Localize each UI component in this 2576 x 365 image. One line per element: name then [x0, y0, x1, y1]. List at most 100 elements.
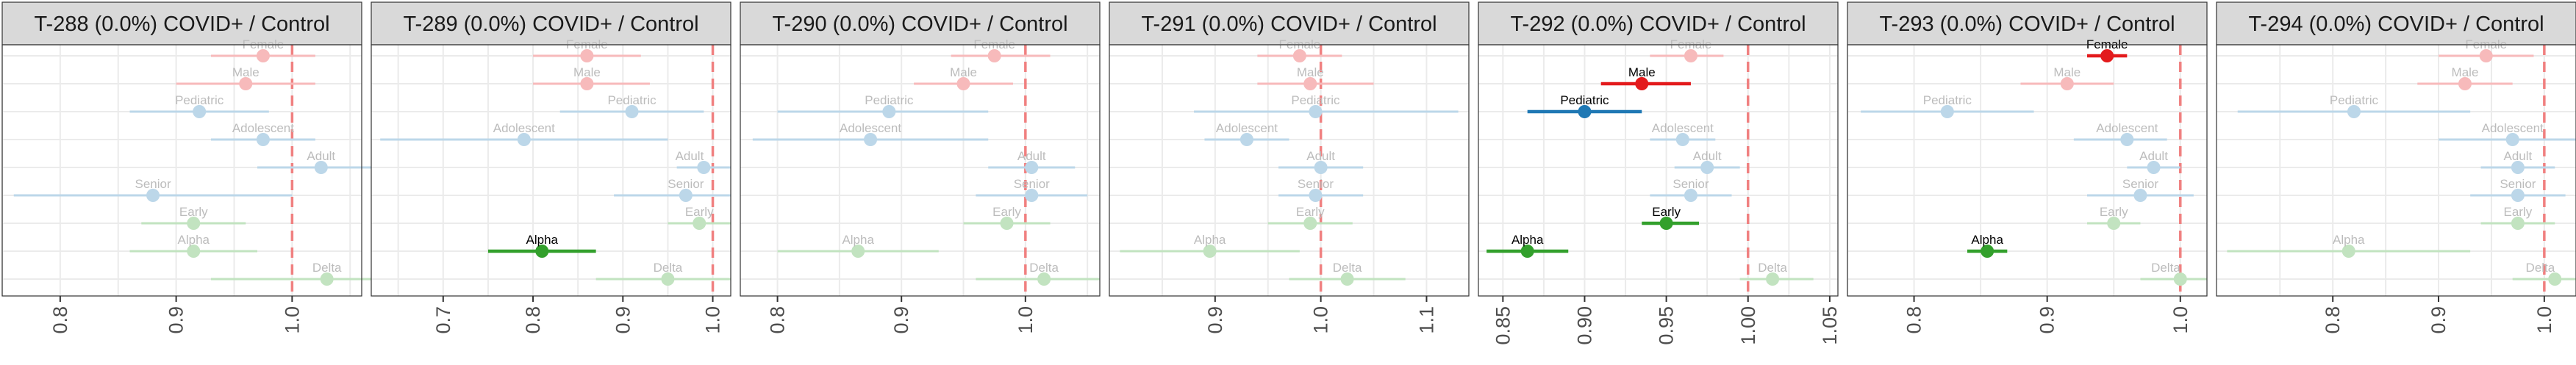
point-label: Adult: [2139, 149, 2168, 163]
point-label: Delta: [654, 261, 683, 275]
point-estimate: [2147, 161, 2161, 174]
point-estimate: [314, 161, 328, 174]
point-label: Delta: [2526, 261, 2555, 275]
point-label: Male: [232, 65, 260, 79]
point-estimate: [1203, 245, 1217, 258]
point-estimate: [1981, 245, 1994, 258]
point-label: Adolescent: [1216, 121, 1278, 135]
x-tick-label: 0.8: [2322, 306, 2344, 334]
point-estimate: [1000, 217, 1014, 230]
panel-title: T-291 (0.0%) COVID+ / Control: [1141, 12, 1437, 36]
point-estimate: [1520, 245, 1534, 258]
point-estimate: [1940, 105, 1954, 118]
point-estimate: [987, 49, 1001, 62]
panel-strip: [371, 1, 731, 46]
point-estimate: [2120, 133, 2134, 146]
point-estimate: [1309, 105, 1323, 118]
point-label: Early: [2504, 205, 2533, 219]
panel-border: [1478, 44, 1839, 297]
point-label: Adult: [1693, 149, 1722, 163]
point-estimate: [1635, 77, 1649, 90]
x-tick-label: 0.8: [49, 306, 71, 334]
point-estimate: [1309, 189, 1323, 202]
point-estimate: [580, 77, 594, 90]
panel-border: [2216, 44, 2576, 297]
panel: T-291 (0.0%) COVID+ / ControlFemaleMaleP…: [1109, 1, 1470, 334]
point-estimate: [1303, 77, 1317, 90]
point-estimate: [2479, 49, 2493, 62]
panel-title: T-290 (0.0%) COVID+ / Control: [772, 12, 1067, 36]
plot-background: [1109, 45, 1469, 296]
point-estimate: [2505, 133, 2519, 146]
x-tick-label: 1.0: [2533, 306, 2555, 334]
point-estimate: [580, 49, 594, 62]
point-label: Adult: [1017, 149, 1046, 163]
point-label: Alpha: [842, 233, 874, 247]
point-label: Adult: [307, 149, 335, 163]
point-estimate: [2341, 245, 2355, 258]
panel: T-288 (0.0%) COVID+ / ControlFemaleMaleP…: [1, 1, 420, 334]
panel-strip: [1478, 1, 1839, 46]
point-estimate: [2347, 105, 2361, 118]
plot-background: [740, 45, 1100, 296]
point-estimate: [1659, 217, 1673, 230]
point-label: Male: [950, 65, 977, 79]
x-tick-label: 0.95: [1656, 306, 1678, 345]
plot-background: [2, 45, 362, 296]
panel-strip: [2216, 1, 2576, 46]
point-label: Adolescent: [2482, 121, 2544, 135]
x-tick-label: 0.9: [890, 306, 912, 334]
point-estimate: [187, 217, 201, 230]
point-estimate: [256, 133, 270, 146]
point-estimate: [1292, 49, 1306, 62]
x-tick-label: 1.1: [1415, 306, 1437, 334]
x-tick-label: 1.0: [2169, 306, 2192, 334]
point-estimate: [2458, 77, 2472, 90]
point-estimate: [1025, 189, 1039, 202]
point-label: Pediatric: [2330, 93, 2379, 107]
point-label: Pediatric: [607, 93, 656, 107]
panel-title: T-294 (0.0%) COVID+ / Control: [2248, 12, 2544, 36]
point-label: Alpha: [1511, 233, 1544, 247]
panel: T-289 (0.0%) COVID+ / ControlFemaleMaleP…: [371, 1, 731, 334]
point-estimate: [2107, 217, 2121, 230]
plot-background: [371, 45, 731, 296]
point-label: Adolescent: [493, 121, 555, 135]
point-label: Adult: [2504, 149, 2533, 163]
point-label: Adult: [676, 149, 704, 163]
point-label: Pediatric: [1923, 93, 1972, 107]
point-label: Delta: [2151, 261, 2180, 275]
point-estimate: [193, 105, 207, 118]
x-tick-label: 1.0: [1015, 306, 1037, 334]
point-estimate: [1766, 272, 1780, 286]
point-label: Delta: [1333, 261, 1362, 275]
panel-title: T-288 (0.0%) COVID+ / Control: [34, 12, 329, 36]
x-tick-label: 0.8: [767, 306, 789, 334]
x-tick-label: 0.9: [2427, 306, 2450, 334]
point-estimate: [1037, 272, 1051, 286]
point-estimate: [535, 245, 549, 258]
point-label: Early: [1652, 205, 1681, 219]
point-estimate: [864, 133, 878, 146]
x-tick-label: 0.9: [612, 306, 634, 334]
x-tick-label: 0.8: [1903, 306, 1925, 334]
point-label: Early: [992, 205, 1021, 219]
x-tick-label: 0.9: [165, 306, 187, 334]
x-tick-label: 0.90: [1573, 306, 1595, 345]
x-tick-label: 1.0: [1310, 306, 1332, 334]
point-label: Senior: [1672, 177, 1709, 191]
point-estimate: [2100, 49, 2114, 62]
point-label: Male: [1297, 65, 1324, 79]
point-label: Early: [2100, 205, 2128, 219]
x-tick-label: 0.7: [432, 306, 454, 334]
x-tick-label: 1.00: [1737, 306, 1759, 345]
point-estimate: [851, 245, 865, 258]
point-label: Male: [573, 65, 601, 79]
point-label: Adolescent: [1652, 121, 1714, 135]
point-estimate: [697, 161, 711, 174]
point-estimate: [2133, 189, 2147, 202]
panel-border: [371, 44, 731, 297]
point-label: Pediatric: [175, 93, 224, 107]
point-label: Senior: [1014, 177, 1050, 191]
